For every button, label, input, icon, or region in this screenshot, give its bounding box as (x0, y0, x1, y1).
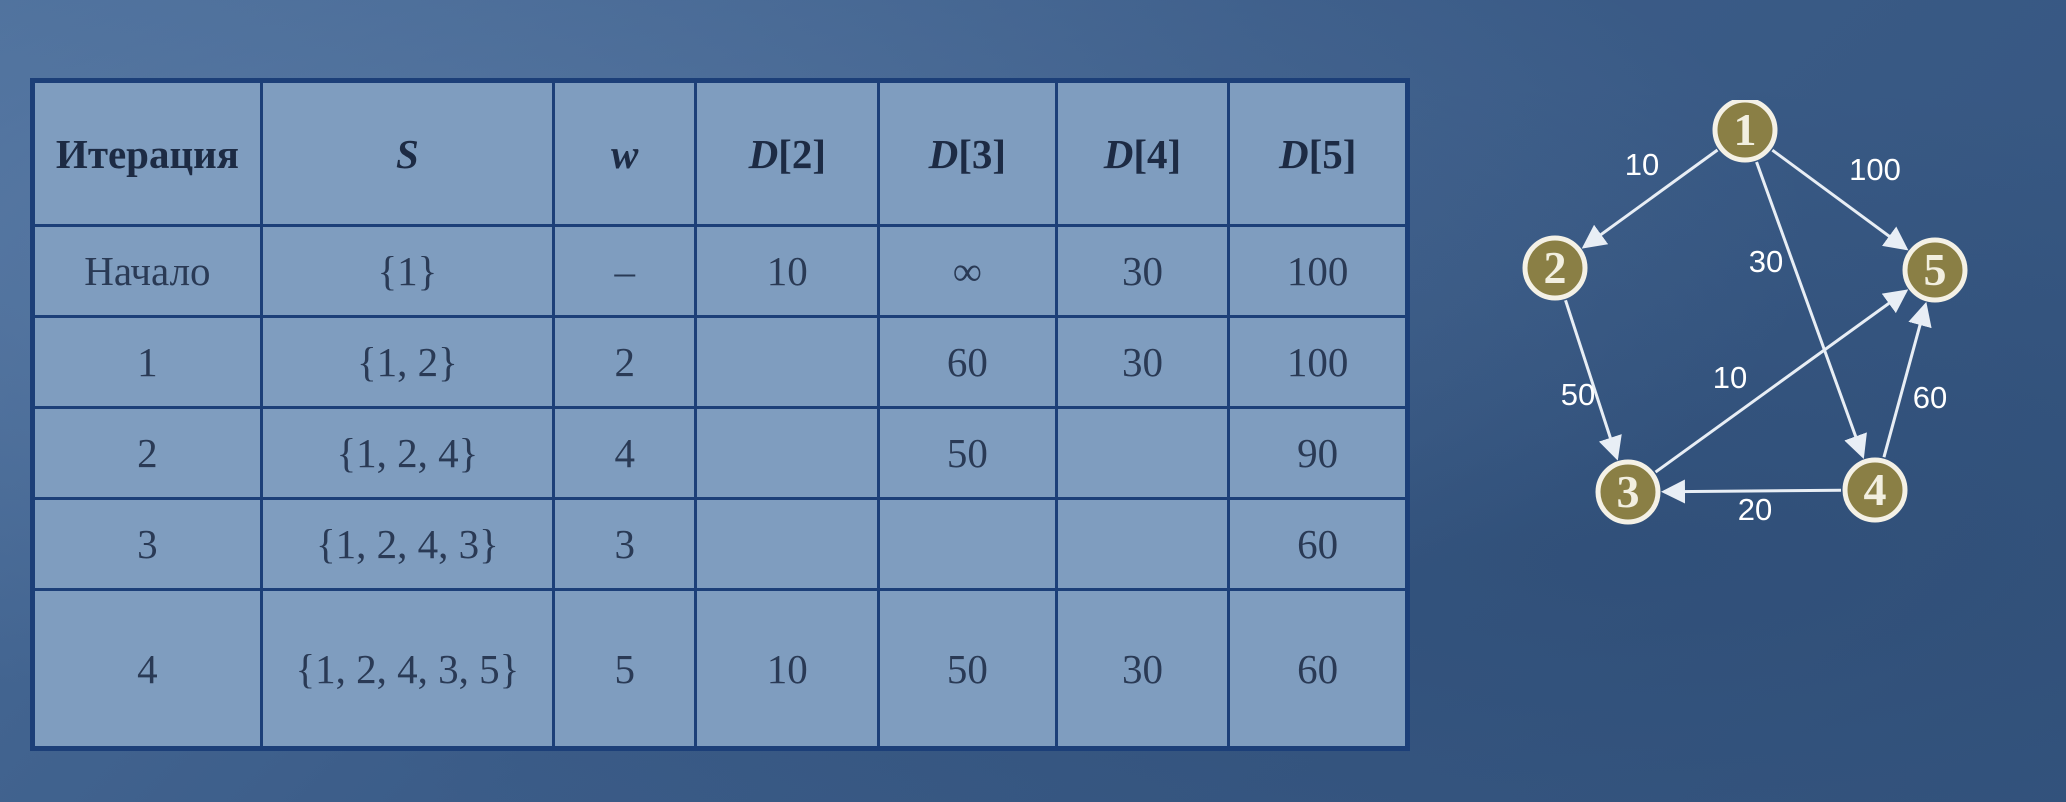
cell-w: 2 (551, 315, 698, 409)
cell-w: 3 (551, 497, 698, 591)
cell-d3 (877, 497, 1058, 591)
node-label: 2 (1544, 242, 1567, 293)
cell-d5: 60 (1227, 588, 1409, 750)
dijkstra-iteration-table: Итерация S w D[2] D[3] D[4] D[5] Начало … (30, 78, 1410, 751)
cell-d2 (694, 406, 881, 500)
cell-iteration: 4 (31, 588, 263, 750)
table-row: 4 {1, 2, 4, 3, 5} 5 10 50 30 60 (31, 588, 1409, 750)
edge-weight-4-5: 60 (1913, 380, 1947, 415)
cell-w: – (551, 224, 698, 318)
graph-node-2: 2 (1522, 235, 1588, 301)
node-circle (1902, 237, 1968, 303)
cell-d3: 50 (877, 588, 1058, 750)
cell-d4: 30 (1054, 224, 1231, 318)
cell-d3: 50 (877, 406, 1058, 500)
edge-4-to-3 (1660, 479, 1842, 504)
table-row: 3 {1, 2, 4, 3} 3 60 (31, 497, 1409, 591)
edge-1-to-2 (1581, 148, 1719, 249)
cell-d2: 10 (694, 224, 881, 318)
node-label: 3 (1617, 466, 1640, 517)
edge-weight-4-3: 20 (1738, 492, 1772, 527)
edges-layer (1564, 148, 1932, 504)
edge-weight-2-3: 50 (1561, 377, 1595, 412)
cell-d3: 60 (877, 315, 1058, 409)
header-d3: D[3] (877, 79, 1058, 227)
cell-d5: 90 (1227, 406, 1409, 500)
graph-node-1: 1 (1712, 100, 1778, 163)
cell-d4 (1054, 497, 1231, 591)
cell-d4: 30 (1054, 315, 1231, 409)
edge-1-to-5 (1771, 148, 1909, 251)
table-row: 1 {1, 2} 2 60 30 100 (31, 315, 1409, 409)
edge-2-to-3 (1564, 299, 1622, 461)
cell-d3: ∞ (877, 224, 1058, 318)
cell-d5: 100 (1227, 224, 1409, 318)
cell-d2 (694, 497, 881, 591)
node-circle (1595, 459, 1661, 525)
table-row: 2 {1, 2, 4} 4 50 90 (31, 406, 1409, 500)
cell-iteration: 2 (31, 406, 263, 500)
node-label: 5 (1924, 244, 1947, 295)
cell-iteration: Начало (31, 224, 263, 318)
graph-node-5: 5 (1902, 237, 1968, 303)
node-label: 1 (1734, 104, 1757, 155)
edge-weight-1-2: 10 (1625, 147, 1659, 182)
header-s: S (259, 79, 555, 227)
cell-w: 5 (551, 588, 698, 750)
edge-1-to-4 (1755, 161, 1867, 459)
node-circle (1842, 457, 1908, 523)
cell-iteration: 1 (31, 315, 263, 409)
graph-node-3: 3 (1595, 459, 1661, 525)
cell-d2 (694, 315, 881, 409)
edge-weight-1-4: 30 (1749, 244, 1783, 279)
iteration-table-wrap: Итерация S w D[2] D[3] D[4] D[5] Начало … (30, 78, 1410, 751)
node-circle (1712, 100, 1778, 163)
cell-s: {1, 2, 4} (259, 406, 555, 500)
cell-s: {1} (259, 224, 555, 318)
graph-node-4: 4 (1842, 457, 1908, 523)
edge-3-to-5 (1654, 289, 1909, 474)
edge-4-to-5 (1882, 301, 1932, 458)
cell-d4: 30 (1054, 588, 1231, 750)
cell-d5: 60 (1227, 497, 1409, 591)
edge-weight-3-5: 10 (1713, 360, 1747, 395)
cell-d2: 10 (694, 588, 881, 750)
cell-w: 4 (551, 406, 698, 500)
cell-d5: 100 (1227, 315, 1409, 409)
header-d2: D[2] (694, 79, 881, 227)
node-label: 4 (1864, 464, 1887, 515)
cell-s: {1, 2, 4, 3} (259, 497, 555, 591)
node-circle (1522, 235, 1588, 301)
edge-labels-layer: 10 100 30 50 10 60 20 (1561, 147, 1947, 527)
weighted-directed-graph: 10 100 30 50 10 60 20 1 2 3 4 5 (1522, 100, 1968, 527)
edge-weight-1-5: 100 (1849, 152, 1901, 187)
table-header-row: Итерация S w D[2] D[3] D[4] D[5] (31, 79, 1409, 227)
nodes-layer: 1 2 3 4 5 (1522, 100, 1968, 525)
header-iteration: Итерация (31, 79, 263, 227)
header-w: w (551, 79, 698, 227)
cell-s: {1, 2} (259, 315, 555, 409)
cell-iteration: 3 (31, 497, 263, 591)
cell-s: {1, 2, 4, 3, 5} (259, 588, 555, 750)
header-d5: D[5] (1227, 79, 1409, 227)
cell-d4 (1054, 406, 1231, 500)
header-d4: D[4] (1054, 79, 1231, 227)
table-row: Начало {1} – 10 ∞ 30 100 (31, 224, 1409, 318)
